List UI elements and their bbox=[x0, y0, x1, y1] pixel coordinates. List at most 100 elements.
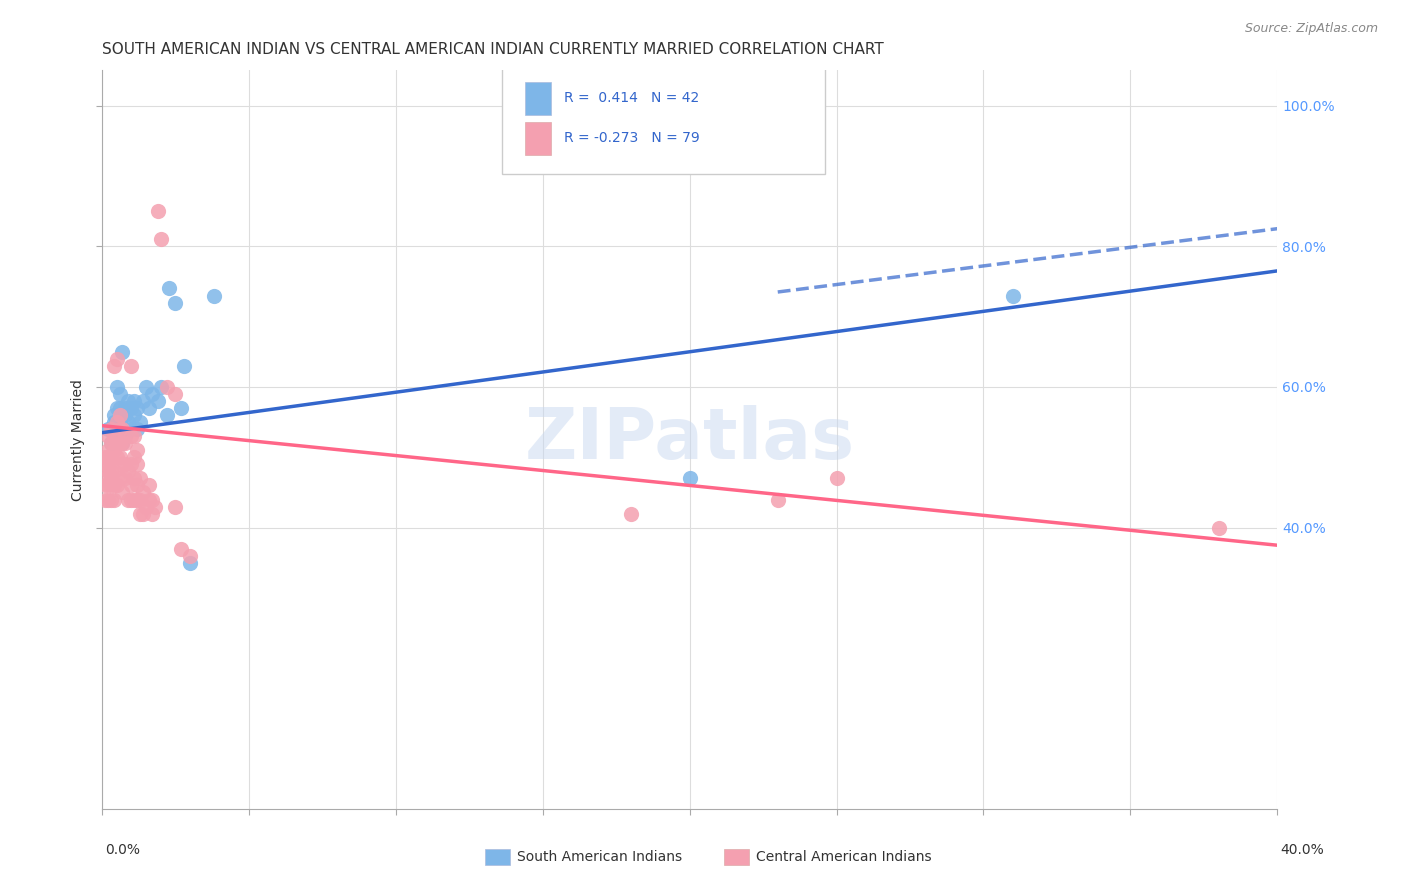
Text: South American Indians: South American Indians bbox=[517, 850, 682, 864]
Point bbox=[766, 492, 789, 507]
Point bbox=[103, 415, 125, 429]
Text: R = -0.273   N = 79: R = -0.273 N = 79 bbox=[564, 131, 700, 145]
Point bbox=[165, 387, 187, 401]
Point bbox=[179, 556, 201, 570]
Point bbox=[117, 464, 139, 478]
FancyBboxPatch shape bbox=[502, 67, 825, 174]
Point bbox=[94, 492, 117, 507]
Point bbox=[146, 204, 169, 219]
Point bbox=[143, 500, 166, 514]
Point bbox=[103, 408, 125, 422]
Point bbox=[127, 492, 149, 507]
Point bbox=[97, 458, 120, 472]
Point bbox=[138, 478, 160, 492]
Point bbox=[135, 380, 157, 394]
Point bbox=[105, 401, 128, 415]
Point bbox=[94, 458, 117, 472]
Point bbox=[100, 471, 122, 485]
Point bbox=[159, 281, 181, 295]
Point bbox=[108, 387, 131, 401]
Point bbox=[141, 387, 163, 401]
Point bbox=[678, 471, 700, 485]
Point bbox=[120, 429, 142, 443]
Point bbox=[111, 344, 134, 359]
Point bbox=[170, 401, 193, 415]
Point bbox=[122, 429, 145, 443]
FancyBboxPatch shape bbox=[524, 122, 551, 155]
Point bbox=[120, 478, 142, 492]
Point bbox=[111, 422, 134, 436]
Point bbox=[127, 422, 149, 436]
Point bbox=[1001, 288, 1024, 302]
Point bbox=[97, 422, 120, 436]
Point bbox=[100, 436, 122, 450]
Point bbox=[100, 478, 122, 492]
Point bbox=[111, 408, 134, 422]
Text: 0.0%: 0.0% bbox=[105, 843, 141, 857]
Point bbox=[155, 408, 177, 422]
Point bbox=[108, 422, 131, 436]
Point bbox=[122, 492, 145, 507]
Point bbox=[114, 429, 136, 443]
Point bbox=[114, 471, 136, 485]
Point bbox=[202, 288, 225, 302]
Point bbox=[127, 401, 149, 415]
Text: ZIPatlas: ZIPatlas bbox=[524, 405, 855, 475]
Point bbox=[103, 429, 125, 443]
Point bbox=[114, 408, 136, 422]
Point bbox=[105, 351, 128, 366]
Point bbox=[108, 450, 131, 465]
Point bbox=[173, 359, 195, 373]
Point bbox=[165, 295, 187, 310]
Point bbox=[114, 401, 136, 415]
Text: Source: ZipAtlas.com: Source: ZipAtlas.com bbox=[1244, 22, 1378, 36]
Point bbox=[105, 380, 128, 394]
Point bbox=[120, 458, 142, 472]
Point bbox=[825, 471, 848, 485]
Point bbox=[97, 443, 120, 458]
Point bbox=[114, 458, 136, 472]
Point bbox=[103, 478, 125, 492]
Point bbox=[132, 507, 155, 521]
FancyBboxPatch shape bbox=[524, 81, 551, 115]
Point bbox=[111, 436, 134, 450]
Point bbox=[1208, 521, 1230, 535]
Point bbox=[620, 507, 643, 521]
Point bbox=[94, 450, 117, 465]
Point bbox=[170, 541, 193, 556]
Point bbox=[97, 492, 120, 507]
Point bbox=[129, 471, 152, 485]
Point bbox=[94, 478, 117, 492]
Point bbox=[108, 408, 131, 422]
Point bbox=[97, 478, 120, 492]
Point bbox=[105, 450, 128, 465]
Point bbox=[108, 415, 131, 429]
Point bbox=[105, 436, 128, 450]
Point bbox=[141, 492, 163, 507]
Text: R =  0.414   N = 42: R = 0.414 N = 42 bbox=[564, 91, 699, 104]
Point bbox=[127, 478, 149, 492]
Point bbox=[105, 429, 128, 443]
Point bbox=[97, 450, 120, 465]
Point bbox=[179, 549, 201, 563]
Point bbox=[108, 436, 131, 450]
Point bbox=[111, 422, 134, 436]
Point bbox=[120, 359, 142, 373]
Text: Central American Indians: Central American Indians bbox=[756, 850, 932, 864]
Point bbox=[120, 422, 142, 436]
Point bbox=[108, 471, 131, 485]
Point bbox=[117, 394, 139, 409]
Point bbox=[103, 492, 125, 507]
Point bbox=[111, 458, 134, 472]
Point bbox=[132, 394, 155, 409]
Point bbox=[165, 500, 187, 514]
Point bbox=[122, 471, 145, 485]
Point bbox=[117, 492, 139, 507]
Point bbox=[100, 422, 122, 436]
Point bbox=[100, 464, 122, 478]
Point bbox=[138, 492, 160, 507]
Point bbox=[97, 464, 120, 478]
Point bbox=[135, 500, 157, 514]
Point bbox=[127, 443, 149, 458]
Y-axis label: Currently Married: Currently Married bbox=[72, 379, 86, 500]
